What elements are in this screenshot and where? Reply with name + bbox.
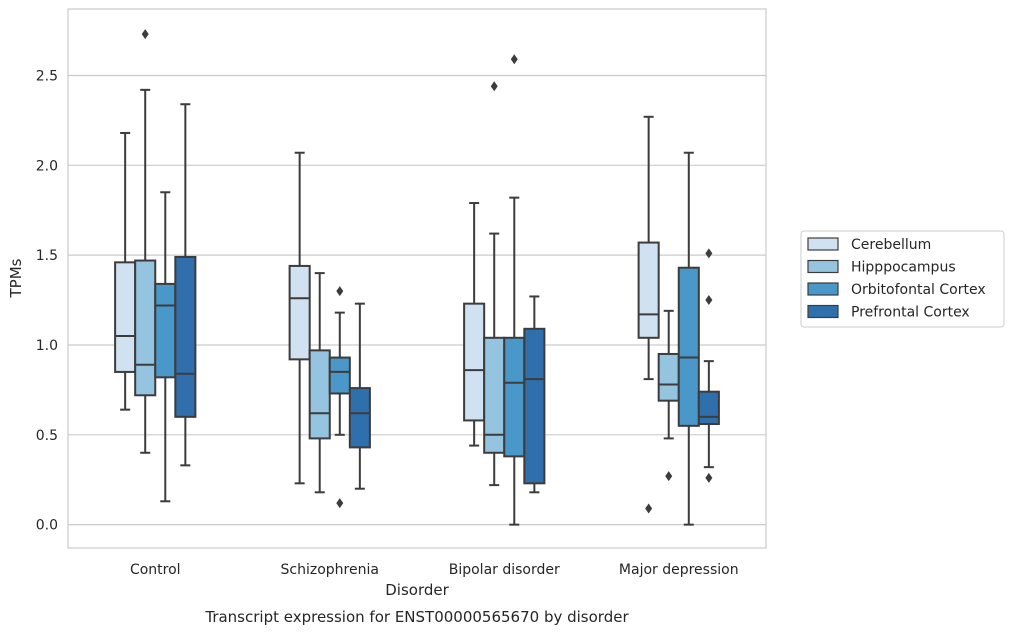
iqr-box (348, 387, 371, 449)
legend-frame (800, 230, 1005, 328)
boxes (114, 29, 720, 526)
legend-swatch (807, 237, 839, 251)
y-axis-title: TPMs (7, 258, 25, 298)
box-1-1 (114, 131, 137, 411)
outlier-point (141, 29, 149, 40)
x-tick-label: Bipolar disorder (449, 562, 560, 578)
outlier-point (665, 471, 673, 482)
legend-label: Cerebellum (851, 237, 931, 253)
y-tick-label: 0.0 (36, 518, 58, 534)
y-tick-label: 1.0 (36, 338, 58, 354)
y-tick-label: 0.5 (36, 428, 58, 444)
legend-items: Cerebellum Hipppocampus Orbitofontal Corte… (807, 237, 986, 321)
legend-item: Hipppocampus (807, 259, 956, 276)
outlier-point (490, 81, 498, 92)
legend-item: Cerebellum (807, 237, 931, 253)
y-tick-label: 1.5 (36, 248, 58, 264)
y-tick-label: 2.0 (36, 158, 58, 174)
box-3-4 (523, 295, 546, 494)
box-2-2 (308, 272, 331, 494)
x-axis-title: Disorder (385, 581, 449, 599)
iqr-box (174, 255, 197, 418)
legend-swatch (807, 282, 839, 296)
legend-label: Hipppocampus (851, 260, 956, 276)
outlier-point (705, 248, 713, 259)
outlier-point (705, 472, 713, 483)
box-1-2 (134, 29, 157, 454)
box-4-1 (637, 115, 660, 514)
legend-label: Orbitofontal Cortex (851, 282, 986, 298)
iqr-box (154, 282, 177, 379)
box-3-3 (503, 54, 526, 526)
iqr-box (677, 266, 700, 427)
iqr-box (288, 264, 311, 361)
box-4-4 (697, 248, 720, 483)
y-tick-labels: 0.0 0.5 1.0 1.5 2.0 2.5 (36, 68, 58, 533)
box-2-4 (348, 302, 371, 490)
iqr-box (328, 356, 351, 395)
iqr-box (503, 336, 526, 458)
x-tick-labels: Control Schizophrenia Bipolar disorder Majo… (130, 562, 739, 578)
outlier-point (645, 503, 653, 514)
y-tick-label: 2.5 (36, 68, 58, 84)
iqr-box (308, 349, 331, 440)
box-1-4 (174, 103, 197, 467)
box-1-3 (154, 191, 177, 503)
plot-area-frame (67, 8, 767, 549)
legend: Cerebellum Hipppocampus Orbitofontal Corte… (800, 230, 1005, 328)
iqr-box (114, 261, 137, 373)
legend-item: Orbitofontal Cortex (807, 282, 986, 298)
legend-item: Prefrontal Cortex (807, 304, 970, 321)
x-tick-label: Control (130, 562, 181, 578)
legend-swatch (807, 304, 839, 319)
outlier-point (336, 498, 344, 509)
iqr-box (657, 352, 680, 402)
iqr-box (463, 302, 486, 422)
legend-label: Prefrontal Cortex (851, 305, 970, 321)
x-tick-label: Schizophrenia (281, 562, 379, 578)
outlier-point (510, 54, 518, 65)
outlier-point (336, 286, 344, 297)
outlier-point (705, 295, 713, 306)
iqr-box (134, 259, 157, 397)
box-4-2 (657, 309, 680, 482)
chart-caption: Transcript expression for ENST0000056567… (204, 608, 629, 626)
iqr-box (523, 327, 546, 485)
box-2-1 (288, 151, 311, 485)
legend-swatch (807, 259, 839, 274)
box-4-3 (677, 151, 700, 526)
x-tick-label: Major depression (619, 562, 739, 578)
box-3-1 (463, 202, 486, 447)
box-2-3 (328, 286, 351, 509)
iqr-box (697, 390, 720, 426)
box-3-2 (483, 81, 506, 487)
iqr-box (637, 241, 660, 339)
